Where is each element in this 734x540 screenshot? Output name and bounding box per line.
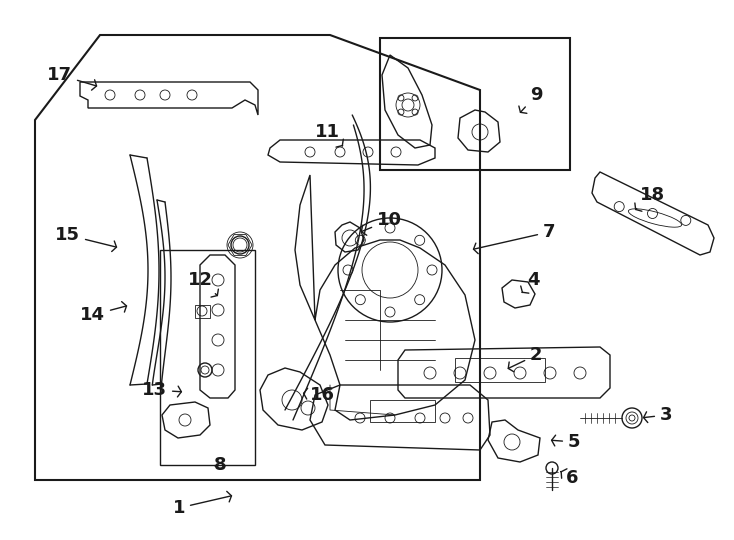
Text: 16: 16 (304, 386, 335, 404)
Bar (370, 400, 435, 422)
Text: 7: 7 (473, 223, 556, 254)
Text: 10: 10 (361, 211, 402, 235)
Text: 14: 14 (80, 302, 126, 324)
Text: 11: 11 (315, 123, 344, 147)
Text: 1: 1 (172, 491, 231, 517)
Text: 5: 5 (552, 433, 581, 451)
Text: 18: 18 (635, 186, 665, 211)
Text: 8: 8 (214, 456, 226, 474)
Text: 9: 9 (519, 86, 542, 113)
Text: 2: 2 (508, 346, 542, 372)
Text: 15: 15 (55, 226, 117, 252)
Bar (455, 358, 545, 382)
Text: 13: 13 (142, 381, 181, 399)
Text: 3: 3 (644, 406, 672, 424)
Text: 6: 6 (561, 469, 578, 487)
Text: 4: 4 (520, 271, 539, 293)
Text: 12: 12 (188, 271, 218, 297)
Text: 17: 17 (47, 66, 97, 90)
